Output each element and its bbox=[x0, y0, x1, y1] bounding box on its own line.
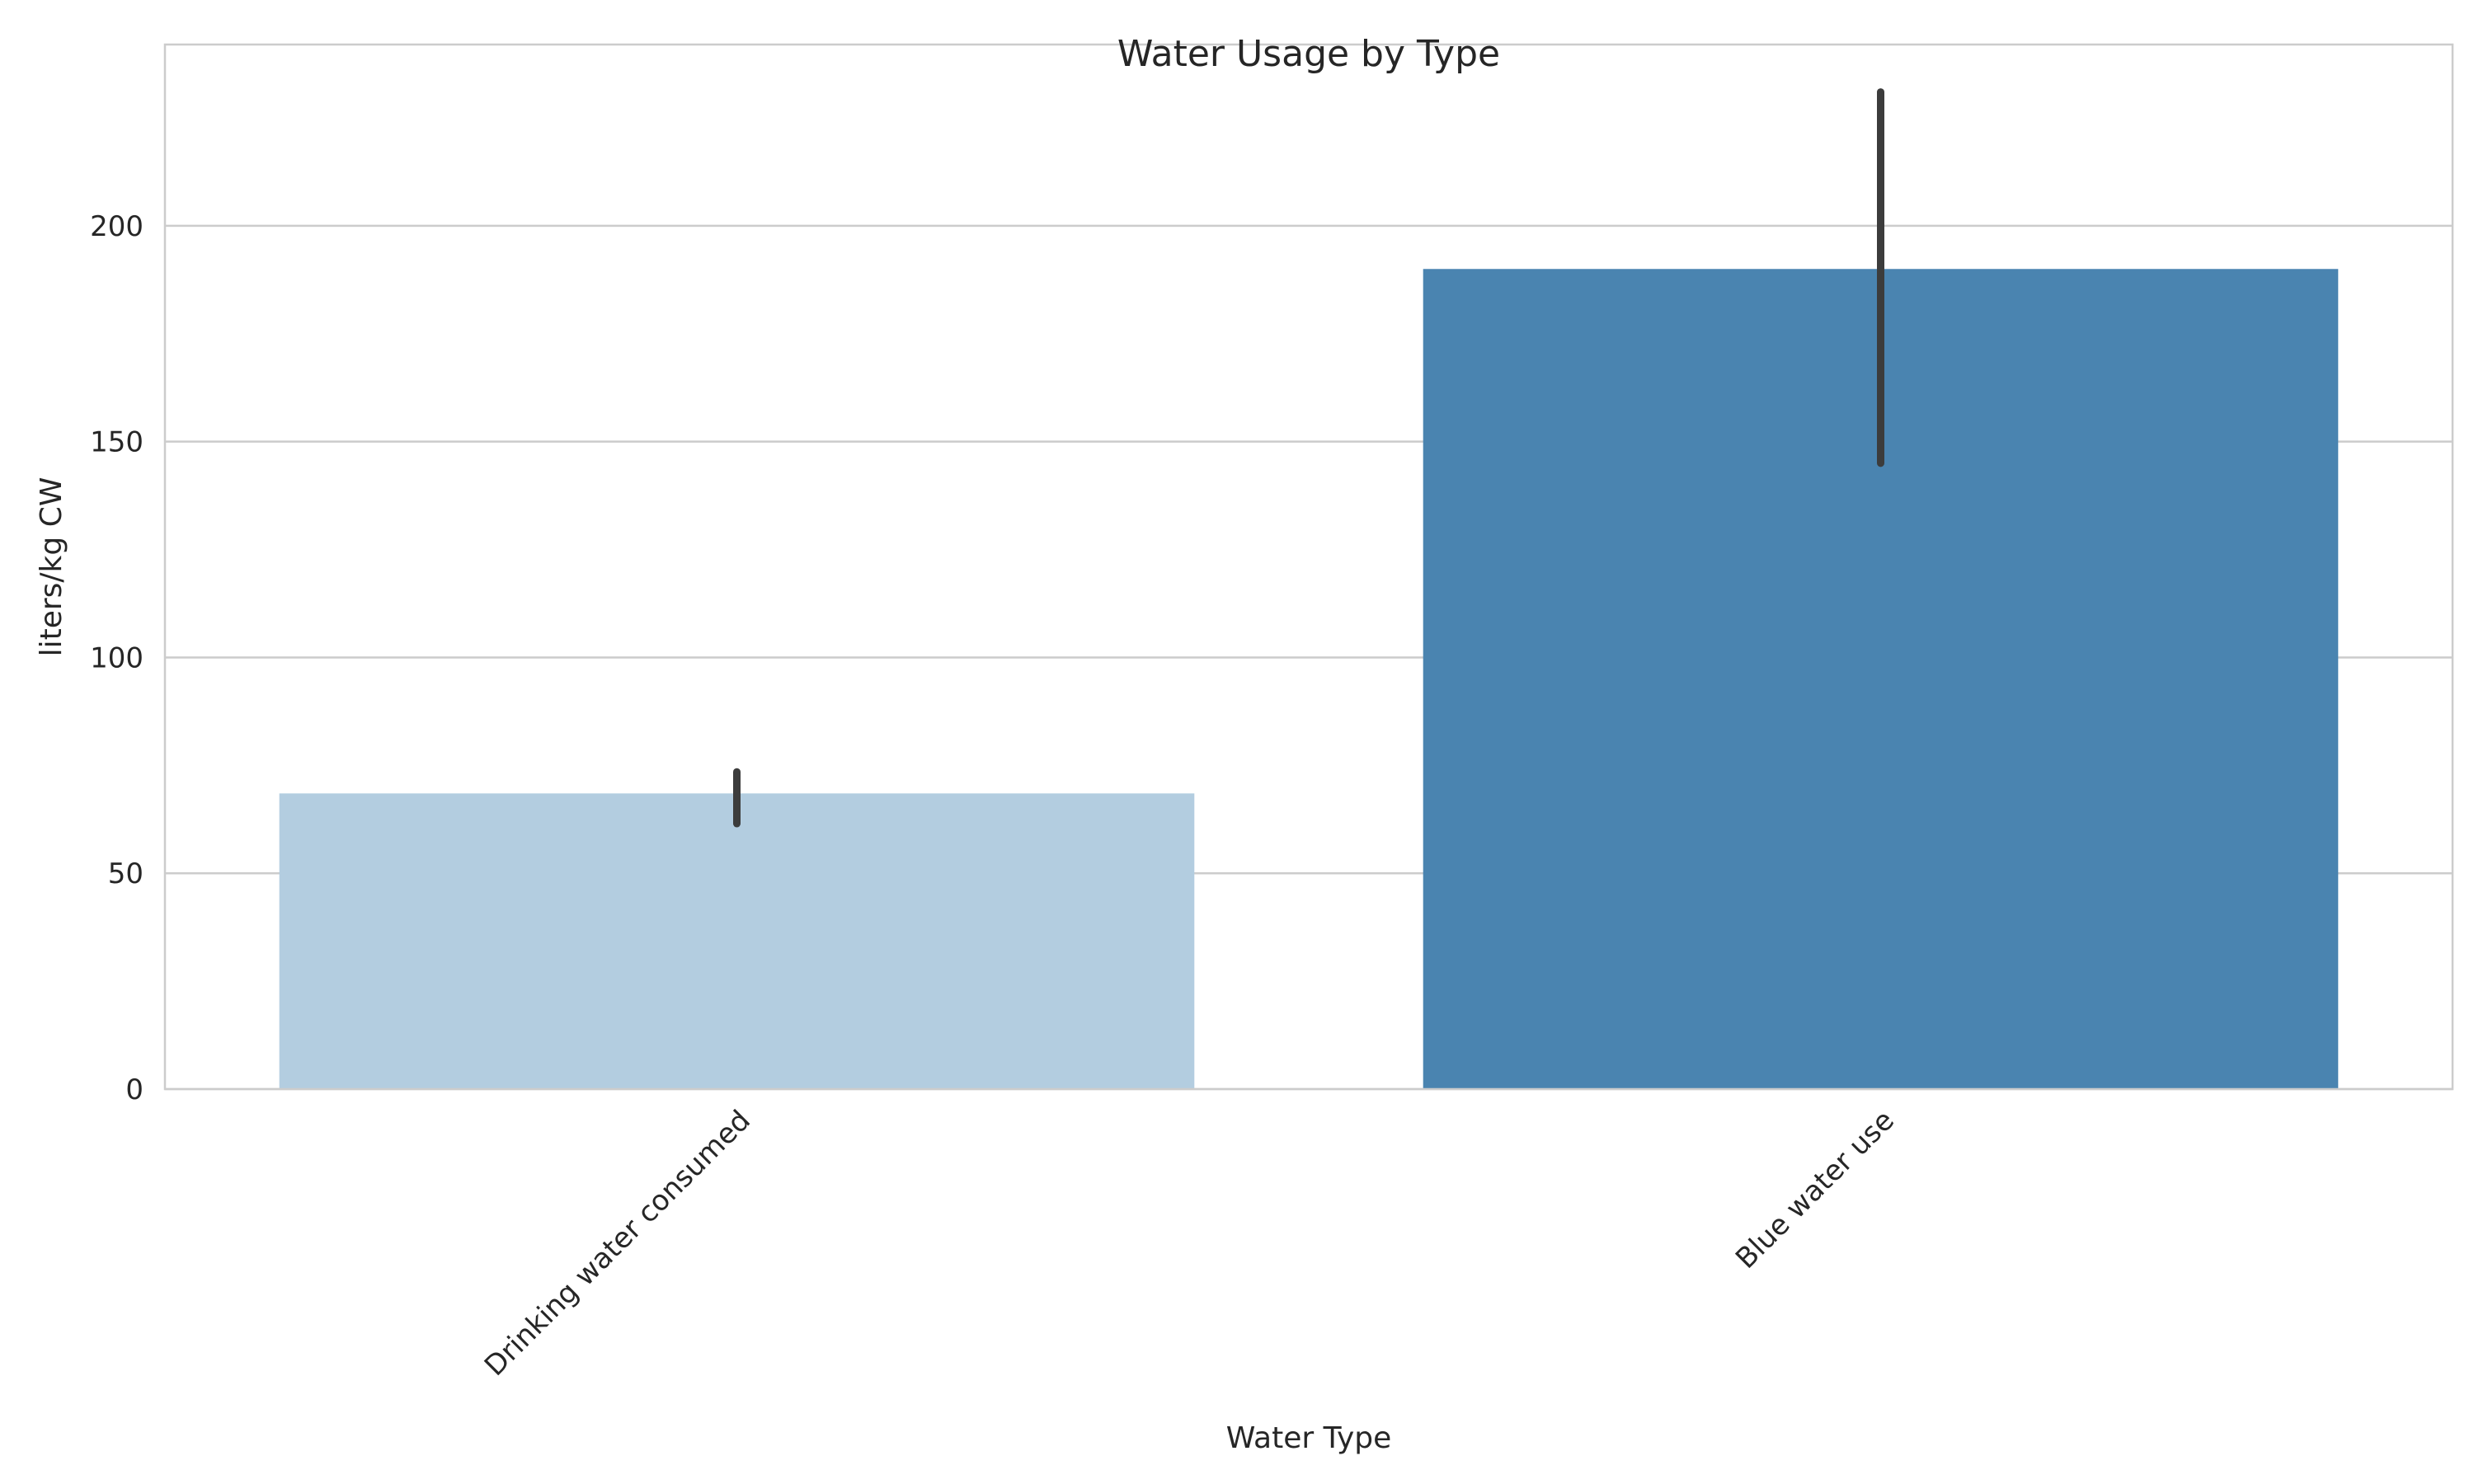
x-axis-label: Water Type bbox=[1226, 1421, 1392, 1455]
chart-title: Water Usage by Type bbox=[1117, 33, 1500, 75]
bar-drinking-water-consumed bbox=[279, 793, 1195, 1089]
x-axis-ticks: Drinking water consumed Blue water use bbox=[478, 1104, 1901, 1383]
y-axis-label: liters/kg CW bbox=[35, 477, 68, 657]
y-tick-label: 150 bbox=[90, 426, 143, 459]
bars bbox=[279, 269, 2339, 1089]
y-axis-ticks: 0 50 100 150 200 bbox=[90, 210, 143, 1106]
x-tick-label: Blue water use bbox=[1729, 1104, 1901, 1275]
y-tick-label: 200 bbox=[90, 210, 143, 243]
y-tick-label: 0 bbox=[125, 1073, 143, 1106]
error-bars bbox=[733, 88, 1884, 828]
plot-frame bbox=[163, 43, 2454, 1091]
y-tick-label: 100 bbox=[90, 641, 143, 674]
y-tick-label: 50 bbox=[108, 857, 143, 890]
x-tick-label: Drinking water consumed bbox=[478, 1104, 757, 1383]
